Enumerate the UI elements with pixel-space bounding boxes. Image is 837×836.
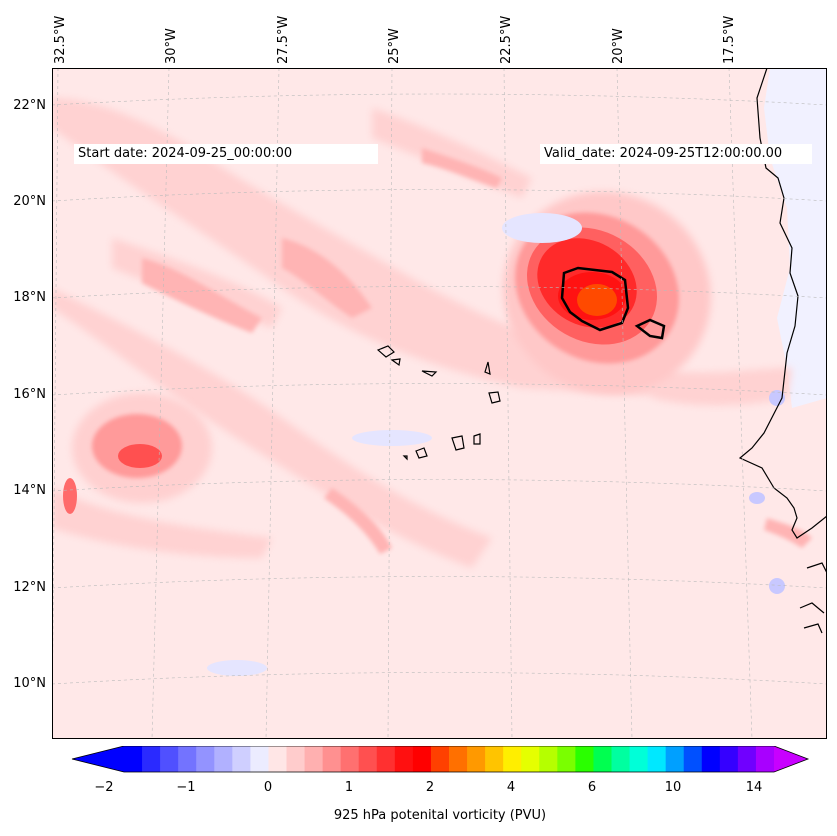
lat-label: 20°N: [13, 194, 46, 209]
lat-label: 22°N: [13, 98, 46, 113]
colorbar-segment: [521, 746, 540, 772]
colorbar-segment: [430, 746, 450, 772]
lat-label: 16°N: [13, 387, 46, 402]
map-panel: Start date: 2024-09-25_00:00:00 Valid_da…: [52, 68, 827, 739]
gridlines: [52, 68, 827, 739]
lat-label: 14°N: [13, 483, 46, 498]
lat-label: 18°N: [13, 290, 46, 305]
colorbar-segment: [124, 746, 143, 772]
colorbar-segment: [539, 746, 558, 772]
colorbar-segment: [178, 746, 197, 772]
coastline: [738, 68, 827, 539]
colorbar-tick: 6: [587, 780, 597, 795]
colorbar-outline: [71, 746, 810, 773]
colorbar-segment: [412, 746, 432, 772]
lon-label: 20°W: [611, 28, 626, 64]
colorbar-tick: 10: [664, 780, 682, 795]
colorbar-under-extension: [72, 746, 124, 772]
colorbar-segment: [719, 746, 739, 772]
lon-label: 25°W: [387, 28, 402, 64]
colorbar-segment: [394, 746, 414, 772]
colorbar-segment: [485, 746, 504, 772]
colorbar-segment: [611, 746, 631, 772]
colorbar-segment: [593, 746, 612, 772]
storm-contour-small: [634, 318, 666, 340]
map-field: [52, 68, 827, 739]
colorbar-tick: 2: [425, 780, 435, 795]
colorbar-segment: [142, 746, 161, 772]
colorbar-label: 925 hPa potenital vorticity (PVU): [333, 808, 547, 823]
valid-date-label: Valid_date: 2024-09-25T12:00:00.00: [540, 144, 812, 164]
colorbar-segment: [647, 746, 667, 772]
negative-pv-patches: [207, 213, 785, 676]
start-date-label: Start date: 2024-09-25_00:00:00: [74, 144, 378, 164]
colorbar-tick: 0: [263, 780, 273, 795]
colorbar-segment: [449, 746, 468, 772]
lon-label: 17.5°W: [722, 15, 737, 64]
colorbar-tick: 1: [344, 780, 354, 795]
colorbar-segment: [701, 746, 721, 772]
colorbar-segment: [286, 746, 306, 772]
colorbar-segment: [737, 746, 757, 772]
vortex-west: [63, 393, 212, 514]
colorbar-tick: −2: [94, 780, 114, 795]
lat-label: 12°N: [13, 580, 46, 595]
colorbar-segment: [358, 746, 378, 772]
colorbar: [71, 746, 810, 773]
storm-vortex: [503, 191, 711, 395]
colorbar-segment: [214, 746, 233, 772]
colorbar-segment: [683, 746, 703, 772]
pv-streaks-strong: [142, 148, 812, 554]
colorbar-segment: [557, 746, 576, 772]
lon-label: 27.5°W: [276, 15, 291, 64]
coastline-south: [799, 562, 827, 634]
lon-label: 30°W: [164, 28, 179, 64]
lat-label: 10°N: [13, 676, 46, 691]
colorbar-segment: [268, 746, 287, 772]
lon-label: 22.5°W: [499, 15, 514, 64]
colorbar-tick: −1: [176, 780, 196, 795]
colorbar-segment: [304, 746, 324, 772]
colorbar-segment: [250, 746, 269, 772]
colorbar-over-extension: [774, 746, 808, 772]
cape-verde-islands: [376, 345, 501, 461]
colorbar-segment: [376, 746, 396, 772]
colorbar-segment: [232, 746, 251, 772]
colorbar-segment: [160, 746, 179, 772]
colorbar-tick: 14: [745, 780, 763, 795]
lon-label: 32.5°W: [53, 15, 68, 64]
colorbar-segment: [503, 746, 522, 772]
colorbar-segment: [575, 746, 594, 772]
colorbar-segment: [196, 746, 215, 772]
colorbar-segment: [467, 746, 486, 772]
storm-contour: [560, 266, 630, 332]
colorbar-segment: [755, 746, 775, 772]
colorbar-segment: [340, 746, 360, 772]
colorbar-segment: [322, 746, 342, 772]
colorbar-segment: [665, 746, 685, 772]
colorbar-segment: [629, 746, 649, 772]
colorbar-tick: 4: [506, 780, 516, 795]
